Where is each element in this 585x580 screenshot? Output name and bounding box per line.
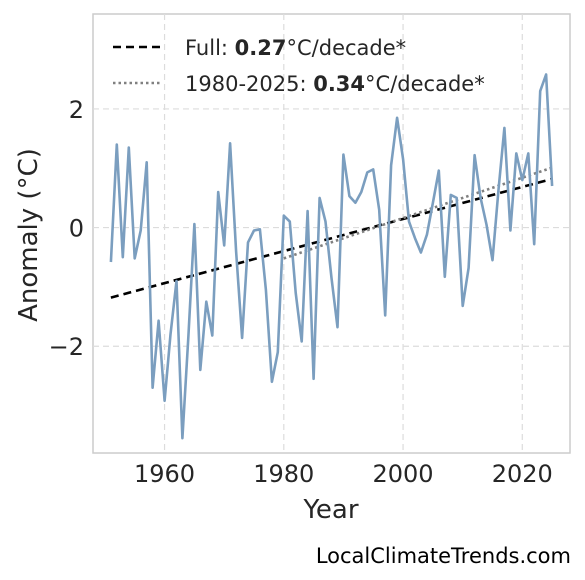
legend-entry: 1980-2025: 0.34°C/decade* <box>185 72 485 96</box>
legend-suffix: °C/decade* <box>287 36 407 60</box>
plot-frame <box>92 13 571 454</box>
y-axis-title: Anomaly (°C) <box>14 148 44 322</box>
y-tick-label: −2 <box>49 333 84 361</box>
legend-trend-value: 0.34 <box>313 72 365 96</box>
data-series <box>109 73 554 440</box>
x-axis-title: Year <box>302 495 358 525</box>
x-tick-label: 1980 <box>253 460 314 488</box>
legend-trend-value: 0.27 <box>235 36 287 60</box>
y-tick-label: 2 <box>69 96 84 124</box>
x-tick-label: 1960 <box>134 460 195 488</box>
trend-lines <box>110 166 553 299</box>
x-tick-label: 2020 <box>492 460 553 488</box>
legend-suffix: °C/decade* <box>365 72 485 96</box>
annual-anomaly-line <box>109 73 554 440</box>
full-period-trend-line <box>110 177 553 299</box>
grid <box>93 14 570 453</box>
legend-prefix: Full: <box>185 36 235 60</box>
legend-prefix: 1980-2025: <box>185 72 313 96</box>
tick-labels: 1960 1980 2000 2020 −2 0 2 <box>49 96 553 488</box>
legend: Full: 0.27°C/decade*1980-2025: 0.34°C/de… <box>113 36 485 96</box>
legend-entry: Full: 0.27°C/decade* <box>185 36 406 60</box>
site-credit: LocalClimateTrends.com <box>315 544 571 568</box>
x-tick-label: 2000 <box>373 460 434 488</box>
y-tick-label: 0 <box>69 215 84 243</box>
